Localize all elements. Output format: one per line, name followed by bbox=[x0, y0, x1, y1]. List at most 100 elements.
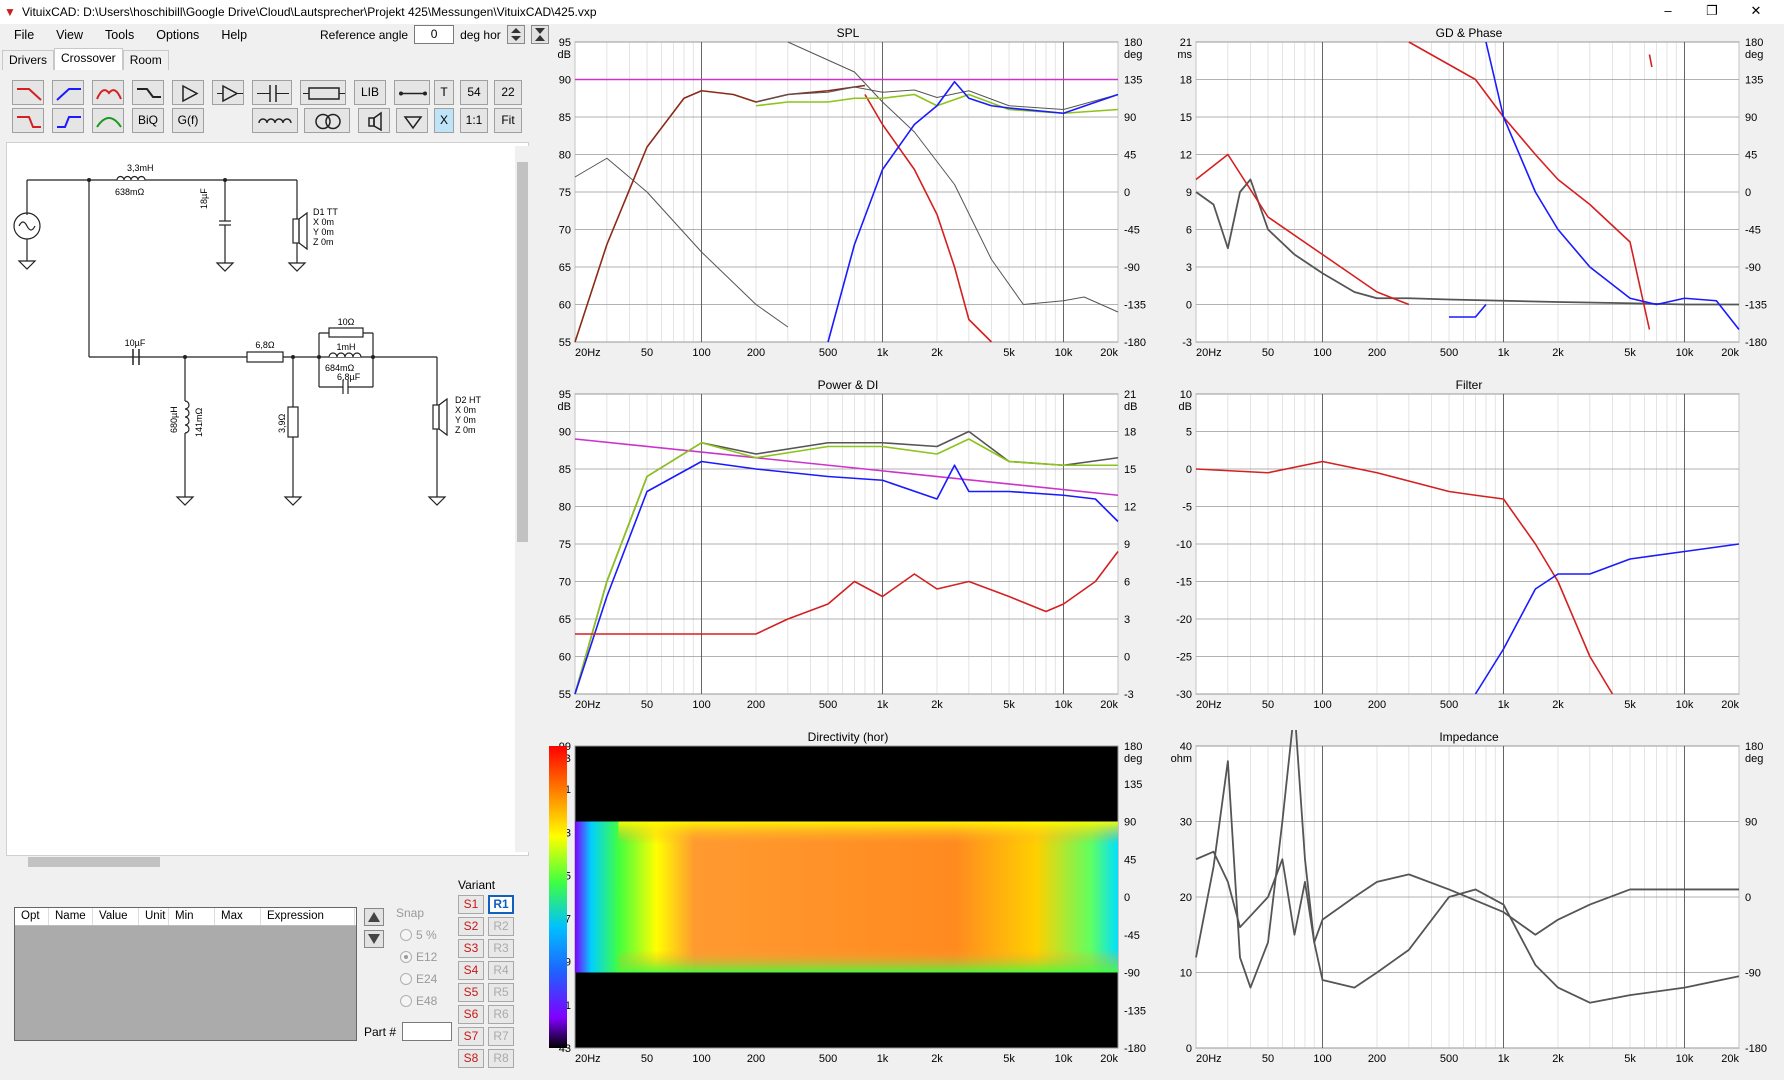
power-chart[interactable]: 95 90 85 80 75 70 65 60 55 dB 21 18 15 12 9 6 3 0 -3 dB 20Hz… bbox=[540, 378, 1156, 716]
y2-tick-label: 135 bbox=[1124, 779, 1142, 791]
radio[interactable] bbox=[400, 995, 412, 1007]
column-header[interactable]: Name bbox=[49, 908, 93, 925]
move-up-button[interactable] bbox=[364, 908, 384, 926]
radio[interactable] bbox=[400, 973, 412, 985]
minimize-button[interactable]: – bbox=[1664, 3, 1672, 18]
gf-button[interactable]: G(f) bbox=[172, 108, 204, 133]
menu-view[interactable]: View bbox=[56, 28, 84, 42]
variant-s5-button[interactable]: S5 bbox=[458, 983, 484, 1002]
l2-label[interactable]: 1mH bbox=[336, 342, 355, 352]
c1-label[interactable]: 18µF bbox=[199, 188, 209, 209]
lib-button[interactable]: LIB bbox=[354, 80, 386, 105]
capacitor-icon[interactable] bbox=[252, 80, 292, 105]
variant-r1-button[interactable]: R1 bbox=[488, 895, 514, 914]
angle-step-button[interactable] bbox=[530, 25, 549, 44]
snap-option-e24[interactable]: E24 bbox=[400, 972, 437, 986]
d2-name[interactable]: D2 HT bbox=[455, 395, 482, 405]
variant-s7-button[interactable]: S7 bbox=[458, 1027, 484, 1046]
highpass-blue-2-button[interactable] bbox=[52, 108, 84, 133]
column-header[interactable]: Value bbox=[93, 908, 139, 925]
variant-s3-button[interactable]: S3 bbox=[458, 939, 484, 958]
schematic-horizontal-scrollbar[interactable] bbox=[6, 854, 511, 869]
snap-option-e48[interactable]: E48 bbox=[400, 994, 437, 1008]
r3-label[interactable]: 3,9Ω bbox=[277, 413, 287, 433]
menu-help[interactable]: Help bbox=[221, 28, 248, 42]
column-header[interactable]: Opt bbox=[15, 908, 49, 925]
n22-button[interactable]: 22 bbox=[494, 80, 522, 105]
angle-spin-button[interactable] bbox=[506, 25, 525, 44]
variant-r7-button[interactable]: R7 bbox=[488, 1027, 514, 1046]
lowpass-red-2-button[interactable] bbox=[12, 108, 44, 133]
shelf-button[interactable] bbox=[132, 80, 164, 105]
variant-r6-button[interactable]: R6 bbox=[488, 1005, 514, 1024]
r2-label[interactable]: 10Ω bbox=[338, 317, 355, 327]
dir-chart[interactable]: 9991837567595143dB18013590450-45-90-135-… bbox=[540, 730, 1156, 1070]
radio[interactable] bbox=[400, 951, 412, 963]
lowpass-red-button[interactable] bbox=[12, 80, 44, 105]
reference-angle-input[interactable]: 0 bbox=[414, 25, 455, 44]
c3-label[interactable]: 6,8µF bbox=[337, 372, 361, 382]
peak-green-button[interactable] bbox=[92, 108, 124, 133]
close-button[interactable]: ✕ bbox=[1750, 3, 1762, 18]
wire-icon[interactable] bbox=[394, 80, 430, 105]
column-header[interactable]: Min bbox=[169, 908, 215, 925]
snap-option-5[interactable]: 5 % bbox=[400, 928, 437, 942]
gd-chart[interactable]: 21 18 15 12 9 6 3 0 -3 ms 180 135 90 45 0 -45 -90 -135 -18… bbox=[1161, 26, 1777, 364]
l1-label[interactable]: 3,3mH bbox=[127, 163, 154, 173]
ground-icon[interactable] bbox=[396, 108, 428, 133]
tab-crossover[interactable]: Crossover bbox=[54, 48, 123, 70]
l3-label[interactable]: 680µH bbox=[169, 406, 179, 433]
schematic-vertical-scrollbar[interactable] bbox=[515, 146, 530, 852]
transformer-icon[interactable] bbox=[304, 108, 350, 133]
c2-label[interactable]: 10µF bbox=[125, 338, 146, 348]
scroll-thumb[interactable] bbox=[28, 857, 160, 867]
column-header[interactable]: Unit bbox=[139, 908, 169, 925]
inductor-icon[interactable] bbox=[252, 108, 298, 133]
part-number-input[interactable] bbox=[402, 1022, 453, 1041]
source-triangle-icon[interactable] bbox=[172, 80, 204, 105]
variant-r3-button[interactable]: R3 bbox=[488, 939, 514, 958]
n54-button[interactable]: 54 bbox=[460, 80, 488, 105]
biq-button[interactable]: BiQ bbox=[132, 108, 164, 133]
ratio-button[interactable]: 1:1 bbox=[460, 108, 488, 133]
variant-r8-button[interactable]: R8 bbox=[488, 1049, 514, 1068]
variant-r4-button[interactable]: R4 bbox=[488, 961, 514, 980]
menu-options[interactable]: Options bbox=[156, 28, 200, 42]
fit-button[interactable]: Fit bbox=[494, 108, 522, 133]
scroll-thumb[interactable] bbox=[517, 162, 528, 542]
l2r-label[interactable]: 684mΩ bbox=[325, 363, 355, 373]
variant-s4-button[interactable]: S4 bbox=[458, 961, 484, 980]
radio[interactable] bbox=[400, 929, 412, 941]
tab-room[interactable]: Room bbox=[122, 50, 169, 70]
spl-chart[interactable]: 95 90 85 80 75 70 65 60 55 dB 180 135 90 45 0 -45 -90 -13… bbox=[540, 26, 1156, 364]
variant-s8-button[interactable]: S8 bbox=[458, 1049, 484, 1068]
variant-s2-button[interactable]: S2 bbox=[458, 917, 484, 936]
imp-chart[interactable]: 40 30 20 10 0 ohm 180 90 0 -90 -180 deg 20Hz 50 100 200… bbox=[1161, 730, 1777, 1070]
menu-file[interactable]: File bbox=[14, 28, 35, 42]
d1-name[interactable]: D1 TT bbox=[313, 207, 338, 217]
variant-r5-button[interactable]: R5 bbox=[488, 983, 514, 1002]
column-header[interactable]: Max bbox=[215, 908, 261, 925]
variant-s1-button[interactable]: S1 bbox=[458, 895, 484, 914]
highpass-blue-button[interactable] bbox=[52, 80, 84, 105]
x-button[interactable]: X bbox=[434, 108, 454, 133]
parameter-table[interactable]: Opt Name Value Unit Min Max Expression bbox=[14, 907, 357, 1041]
t-button[interactable]: T bbox=[434, 80, 454, 105]
r1-label[interactable]: 6,8Ω bbox=[255, 340, 275, 350]
maximize-button[interactable]: ❐ bbox=[1706, 3, 1718, 18]
variant-s6-button[interactable]: S6 bbox=[458, 1005, 484, 1024]
bandpass-red-button[interactable] bbox=[92, 80, 124, 105]
column-header[interactable]: Expression bbox=[261, 908, 355, 925]
schematic-canvas[interactable]: 3,3mH 638mΩ 18µF D1 TT X 0m Y 0m Z 0m 10… bbox=[6, 142, 529, 856]
l1r-label[interactable]: 638mΩ bbox=[115, 187, 145, 197]
filter-chart[interactable]: 10 5 0 -5 -10 -15 -20 -25 -30 dB 20Hz 50 100 200 500 1k… bbox=[1161, 378, 1777, 716]
driver-icon[interactable] bbox=[358, 108, 390, 133]
amplifier-icon[interactable] bbox=[212, 80, 244, 105]
resistor-icon[interactable] bbox=[300, 80, 346, 105]
l3r-label[interactable]: 141mΩ bbox=[194, 407, 204, 437]
snap-option-e12[interactable]: E12 bbox=[400, 950, 437, 964]
tab-drivers[interactable]: Drivers bbox=[2, 50, 54, 70]
variant-r2-button[interactable]: R2 bbox=[488, 917, 514, 936]
move-down-button[interactable] bbox=[364, 930, 384, 948]
menu-tools[interactable]: Tools bbox=[105, 28, 135, 42]
